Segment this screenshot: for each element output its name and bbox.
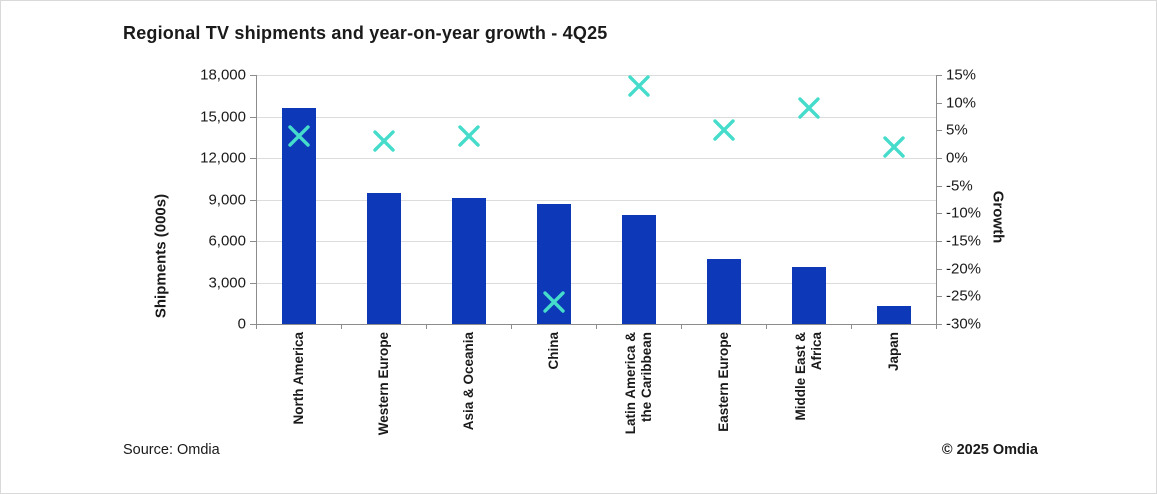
x-marker-icon bbox=[287, 125, 310, 147]
left-axis-tick bbox=[250, 158, 256, 159]
source-note: Source: Omdia bbox=[123, 442, 220, 458]
bar-latin-america-the-caribbean[interactable] bbox=[621, 214, 656, 324]
right-axis-tick-label: 10% bbox=[946, 94, 977, 112]
right-axis-tick-label: -10% bbox=[946, 204, 982, 222]
category-boundary-tick bbox=[851, 324, 852, 329]
left-axis-line bbox=[256, 75, 257, 324]
right-axis-tick-label: 0% bbox=[946, 149, 968, 167]
plot-area bbox=[250, 74, 942, 329]
x-marker-icon bbox=[542, 291, 565, 313]
x-marker-icon bbox=[712, 119, 735, 142]
category-boundary-tick bbox=[341, 324, 342, 329]
growth-marker-latin-america-the-caribbean[interactable] bbox=[627, 74, 651, 98]
right-axis-tick bbox=[936, 158, 942, 159]
right-axis-tick bbox=[936, 102, 942, 104]
right-axis-tick bbox=[936, 130, 942, 132]
left-axis-tick-label: 12,000 bbox=[200, 149, 246, 167]
category-boundary-tick bbox=[426, 324, 427, 329]
category-boundary-tick bbox=[681, 324, 682, 329]
left-axis-tick-label: 15,000 bbox=[200, 108, 246, 125]
left-axis-tick-label: 18,000 bbox=[200, 66, 246, 84]
category-label-japan: Japan bbox=[885, 332, 901, 372]
category-label-eastern-europe: Eastern Europe bbox=[715, 332, 731, 432]
right-axis-tick bbox=[936, 241, 942, 242]
left-axis-tick bbox=[250, 324, 256, 325]
bar-western-europe[interactable] bbox=[366, 192, 401, 324]
right-axis-tick bbox=[936, 213, 942, 215]
right-axis-tick-label: -15% bbox=[946, 232, 982, 250]
growth-marker-western-europe[interactable] bbox=[372, 129, 396, 153]
category-label-north-america: North America bbox=[290, 332, 306, 425]
x-marker-icon bbox=[457, 125, 480, 147]
gridline-9000 bbox=[256, 199, 936, 201]
left-axis-tick bbox=[250, 282, 256, 284]
left-axis-title: Shipments (000s) bbox=[152, 193, 170, 319]
left-axis-tick bbox=[250, 116, 256, 118]
growth-marker-japan[interactable] bbox=[882, 135, 906, 159]
growth-marker-north-america[interactable] bbox=[287, 124, 311, 148]
right-axis-tick bbox=[936, 324, 942, 325]
category-label-latin-america-the-caribbean: Latin America & the Caribbean bbox=[622, 332, 654, 435]
copyright-note: © 2025 Omdia bbox=[941, 442, 1038, 458]
growth-marker-china[interactable] bbox=[542, 290, 566, 314]
x-marker-icon bbox=[372, 130, 395, 153]
category-boundary-tick bbox=[511, 324, 512, 329]
category-label-china: China bbox=[545, 332, 561, 370]
right-axis-tick-label: -5% bbox=[946, 177, 973, 195]
right-axis-tick-label: 5% bbox=[946, 121, 968, 139]
right-axis-tick bbox=[936, 296, 942, 298]
gridline-18000 bbox=[256, 75, 936, 76]
x-marker-icon bbox=[797, 97, 820, 119]
chart-title: Regional TV shipments and year-on-year g… bbox=[123, 23, 608, 43]
gridline-15000 bbox=[256, 116, 936, 118]
left-axis-tick bbox=[250, 199, 256, 201]
right-axis-tick-label: -25% bbox=[946, 287, 982, 305]
category-boundary-tick bbox=[936, 324, 937, 329]
gridline-12000 bbox=[256, 158, 936, 159]
bar-north-america[interactable] bbox=[281, 108, 316, 324]
category-boundary-tick bbox=[766, 324, 767, 329]
right-axis-tick-label: 15% bbox=[946, 66, 977, 84]
right-axis-tick bbox=[936, 185, 942, 187]
category-label-western-europe: Western Europe bbox=[375, 332, 391, 436]
right-axis-tick bbox=[936, 75, 942, 76]
bar-middle-east-africa[interactable] bbox=[791, 267, 826, 324]
x-marker-icon bbox=[882, 136, 905, 158]
left-axis-tick-label: 3,000 bbox=[208, 274, 246, 291]
category-label-middle-east-africa: Middle East & Africa bbox=[792, 332, 824, 421]
growth-marker-asia-oceania[interactable] bbox=[457, 124, 481, 148]
right-axis-tick-label: -30% bbox=[946, 315, 982, 333]
left-axis-tick bbox=[250, 241, 256, 242]
right-axis-tick bbox=[936, 268, 942, 270]
right-axis-tick-label: -20% bbox=[946, 260, 982, 278]
left-axis-tick-label: 9,000 bbox=[208, 191, 246, 208]
growth-marker-middle-east-africa[interactable] bbox=[797, 96, 821, 120]
x-marker-icon bbox=[627, 75, 650, 97]
left-axis-tick bbox=[250, 75, 256, 76]
gridline-6000 bbox=[256, 241, 936, 242]
right-axis-title: Growth bbox=[989, 190, 1007, 244]
right-axis-line bbox=[936, 75, 937, 324]
bar-asia-oceania[interactable] bbox=[451, 198, 486, 324]
category-label-asia-oceania: Asia & Oceania bbox=[460, 332, 476, 431]
category-boundary-tick bbox=[256, 324, 257, 329]
category-boundary-tick bbox=[596, 324, 597, 329]
bar-japan[interactable] bbox=[876, 306, 911, 324]
bar-eastern-europe[interactable] bbox=[706, 258, 741, 324]
left-axis-tick-label: 0 bbox=[237, 315, 246, 333]
gridline-3000 bbox=[256, 282, 936, 284]
left-axis-tick-label: 6,000 bbox=[208, 232, 246, 250]
growth-marker-eastern-europe[interactable] bbox=[712, 118, 736, 142]
